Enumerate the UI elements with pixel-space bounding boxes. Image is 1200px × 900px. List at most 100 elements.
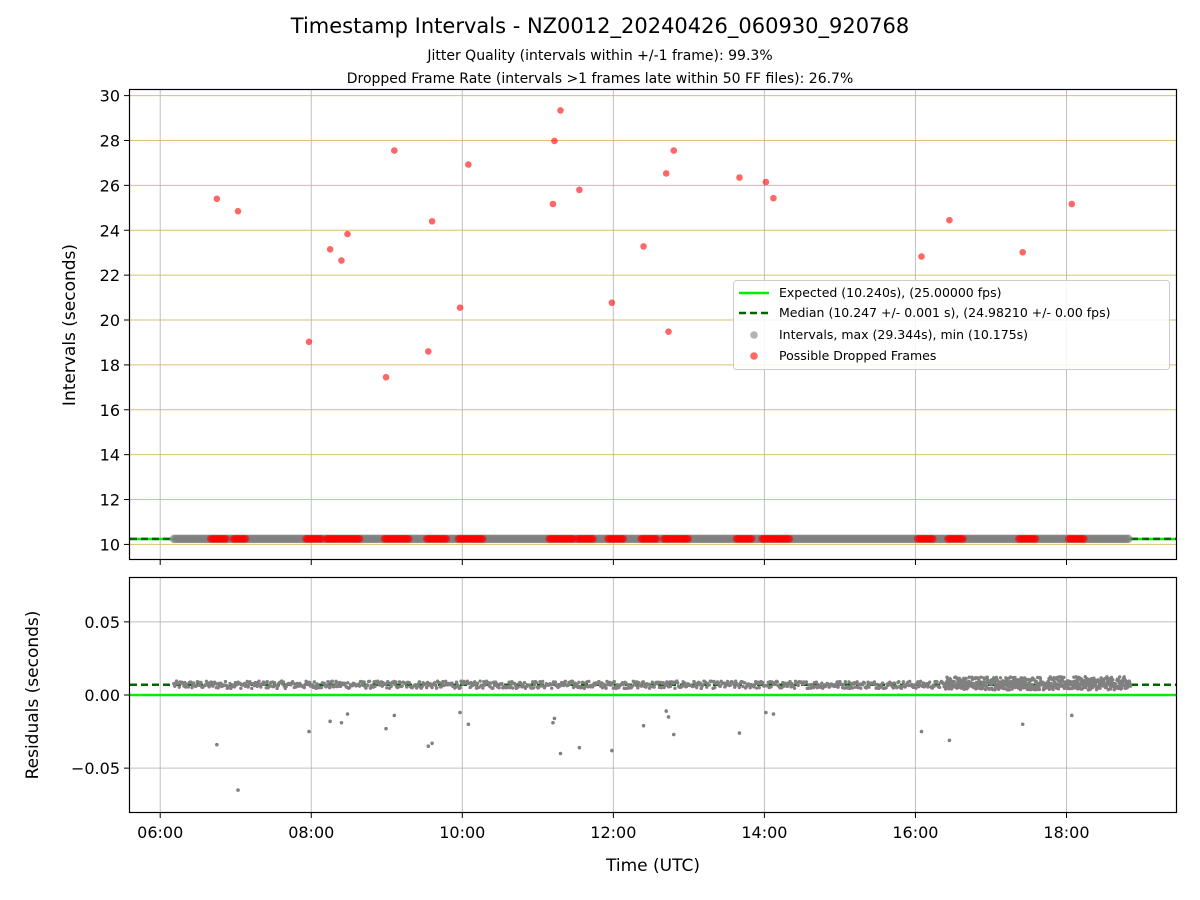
residual-point <box>995 678 1000 682</box>
chart-subtitle-jitter: Jitter Quality (intervals within +/-1 fr… <box>427 48 773 64</box>
residual-point <box>1026 677 1031 682</box>
residual-point <box>407 681 412 685</box>
residual-point <box>1105 675 1109 679</box>
legend-expected-label: Expected (10.240s), (25.00000 fps) <box>779 285 1001 300</box>
residual-point <box>985 675 990 680</box>
residual-point <box>302 685 307 690</box>
legend: Expected (10.240s), (25.00000 fps) Media… <box>733 280 1170 370</box>
residual-point <box>347 685 352 690</box>
residual-point <box>952 680 956 684</box>
dropped-frame-point <box>549 200 557 208</box>
residual-point <box>394 680 398 684</box>
residual-point <box>1119 687 1123 691</box>
residual-point <box>540 679 545 684</box>
residual-point <box>405 685 409 689</box>
residual-point <box>528 683 532 687</box>
residual-point <box>507 680 511 684</box>
dropped-baseline-point <box>747 535 756 543</box>
residual-point <box>820 681 824 685</box>
top-y-tick-label: 26 <box>100 176 120 195</box>
dropped-frame-point <box>425 348 432 355</box>
residual-point <box>691 684 695 689</box>
residual-point <box>945 675 949 679</box>
bottom-y-axis-label: Residuals (seconds) <box>23 611 43 780</box>
residual-point <box>228 681 232 686</box>
residual-point <box>926 685 930 689</box>
residual-point <box>1056 678 1060 683</box>
bottom-y-tick-label: 0.00 <box>84 686 120 705</box>
residual-outlier-point <box>215 742 219 747</box>
top-y-tick-label: 18 <box>100 356 120 375</box>
residual-point <box>962 687 966 691</box>
legend-median-label: Median (10.247 +/- 0.001 s), (24.98210 +… <box>779 305 1110 320</box>
residual-point <box>855 680 859 684</box>
residual-point <box>1018 682 1022 686</box>
residual-point <box>537 685 541 689</box>
residual-point <box>897 680 901 684</box>
residual-point <box>186 685 191 689</box>
x-tick-label: 16:00 <box>892 823 938 842</box>
dropped-frame-point <box>551 137 558 145</box>
residual-point <box>531 686 536 690</box>
residual-outlier-point <box>426 744 431 748</box>
dropped-frame-point <box>213 195 221 203</box>
residual-point <box>333 682 337 686</box>
residual-point <box>398 680 403 685</box>
x-axis-label: Time (UTC) <box>605 856 700 876</box>
chart-subtitle-dropped: Dropped Frame Rate (intervals >1 frames … <box>346 71 854 87</box>
dropped-baseline-point <box>317 535 325 543</box>
residual-point <box>982 677 987 681</box>
residual-point <box>889 681 894 686</box>
dropped-baseline-point <box>785 535 794 543</box>
residual-point <box>974 680 979 685</box>
residual-point <box>346 681 350 685</box>
residual-outlier-point <box>919 729 924 734</box>
residual-point <box>1104 685 1109 690</box>
dropped-frame-point <box>456 304 464 311</box>
residual-point <box>396 685 401 689</box>
dropped-frame-point <box>640 243 647 250</box>
bottom-axes: −0.05 0.00 0.05 06:00 08:00 10:00 12:00 14:00 16… <box>71 613 1090 842</box>
dropped-baseline-point <box>684 535 692 543</box>
residual-point <box>568 682 572 687</box>
residual-point <box>787 682 791 686</box>
residual-point <box>530 680 535 684</box>
residual-point <box>196 680 200 684</box>
residual-point <box>1086 681 1090 686</box>
residual-point <box>728 683 732 687</box>
residual-point <box>741 684 745 689</box>
residual-point <box>450 681 454 685</box>
residual-point <box>979 675 983 679</box>
residual-point <box>1083 685 1088 690</box>
residual-point <box>362 680 366 684</box>
residual-point <box>259 685 263 689</box>
residual-point <box>1081 679 1086 683</box>
dropped-baseline-point <box>478 535 487 543</box>
dropped-frame-point <box>762 178 770 186</box>
residual-point <box>838 679 842 684</box>
residual-point <box>189 680 193 684</box>
residual-point <box>433 681 437 685</box>
residual-point <box>276 684 280 688</box>
top-grid <box>130 90 1176 559</box>
residual-point <box>761 681 765 685</box>
residual-point <box>668 684 673 689</box>
residual-point <box>850 686 855 690</box>
residual-point <box>239 686 243 690</box>
residual-point <box>847 680 851 684</box>
residual-point <box>245 679 249 684</box>
residual-point <box>319 685 324 690</box>
residual-point <box>389 684 394 689</box>
residual-point <box>1024 682 1028 687</box>
residual-point <box>984 684 989 689</box>
residual-point <box>650 680 655 684</box>
dropped-baseline-point <box>619 535 627 543</box>
residual-point <box>737 685 742 690</box>
residual-point <box>219 681 223 686</box>
residual-point <box>927 680 932 684</box>
dropped-baseline-point <box>404 535 413 543</box>
residual-point <box>587 679 591 684</box>
residual-point <box>1111 678 1115 682</box>
residual-outlier-point <box>551 720 555 725</box>
